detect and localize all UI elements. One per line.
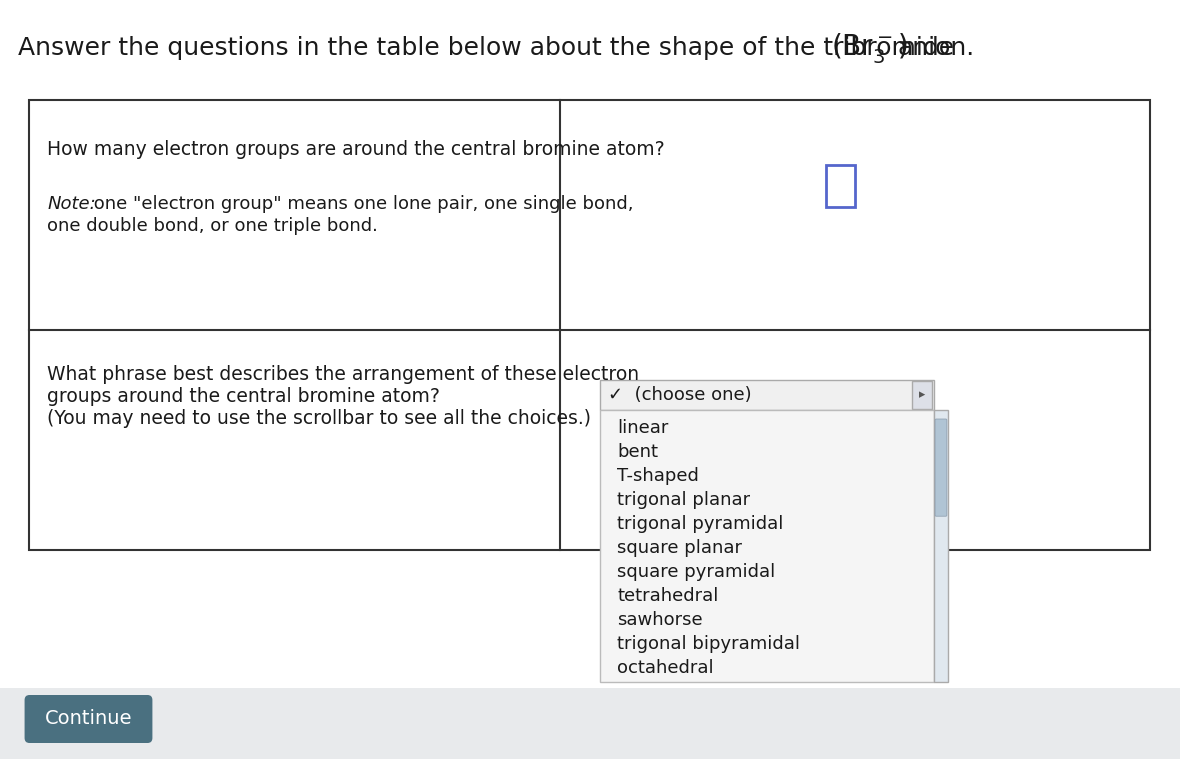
Text: $\left(\mathregular{Br}_3^-\right)$: $\left(\mathregular{Br}_3^-\right)$ <box>830 31 907 65</box>
FancyBboxPatch shape <box>935 419 947 516</box>
Text: ▸: ▸ <box>919 389 925 402</box>
Text: Continue: Continue <box>44 710 132 729</box>
Bar <box>0 688 1180 759</box>
Text: Continue: Continue <box>44 710 132 729</box>
Text: square pyramidal: square pyramidal <box>618 563 775 581</box>
Text: one double bond, or one triple bond.: one double bond, or one triple bond. <box>47 217 378 235</box>
Text: tetrahedral: tetrahedral <box>618 587 719 605</box>
Text: (You may need to use the scrollbar to see all the choices.): (You may need to use the scrollbar to se… <box>47 409 592 428</box>
Text: trigonal bipyramidal: trigonal bipyramidal <box>618 635 800 653</box>
FancyBboxPatch shape <box>24 695 152 743</box>
Text: How many electron groups are around the central bromine atom?: How many electron groups are around the … <box>47 140 665 159</box>
Bar <box>30 100 1151 550</box>
Bar <box>826 165 856 207</box>
Text: Note:: Note: <box>47 195 96 213</box>
Text: trigonal planar: trigonal planar <box>618 491 751 509</box>
FancyBboxPatch shape <box>24 695 152 743</box>
Text: groups around the central bromine atom?: groups around the central bromine atom? <box>47 387 440 406</box>
Text: linear: linear <box>618 419 668 437</box>
Text: octahedral: octahedral <box>618 659 714 677</box>
Bar <box>600 410 934 682</box>
Text: ✓  (choose one): ✓ (choose one) <box>607 386 751 404</box>
Text: T-shaped: T-shaped <box>618 467 700 485</box>
Text: bent: bent <box>618 443 659 461</box>
Text: Answer the questions in the table below about the shape of the tribromide: Answer the questions in the table below … <box>18 36 954 60</box>
Text: What phrase best describes the arrangement of these electron: What phrase best describes the arrangeme… <box>47 365 640 384</box>
Bar <box>600 380 934 410</box>
Text: square planar: square planar <box>618 539 743 557</box>
Text: trigonal pyramidal: trigonal pyramidal <box>618 515 784 533</box>
Bar <box>912 381 932 409</box>
Text: one "electron group" means one lone pair, one single bond,: one "electron group" means one lone pair… <box>89 195 634 213</box>
Bar <box>934 410 948 682</box>
Text: anion.: anion. <box>898 36 974 60</box>
Text: sawhorse: sawhorse <box>618 611 703 629</box>
